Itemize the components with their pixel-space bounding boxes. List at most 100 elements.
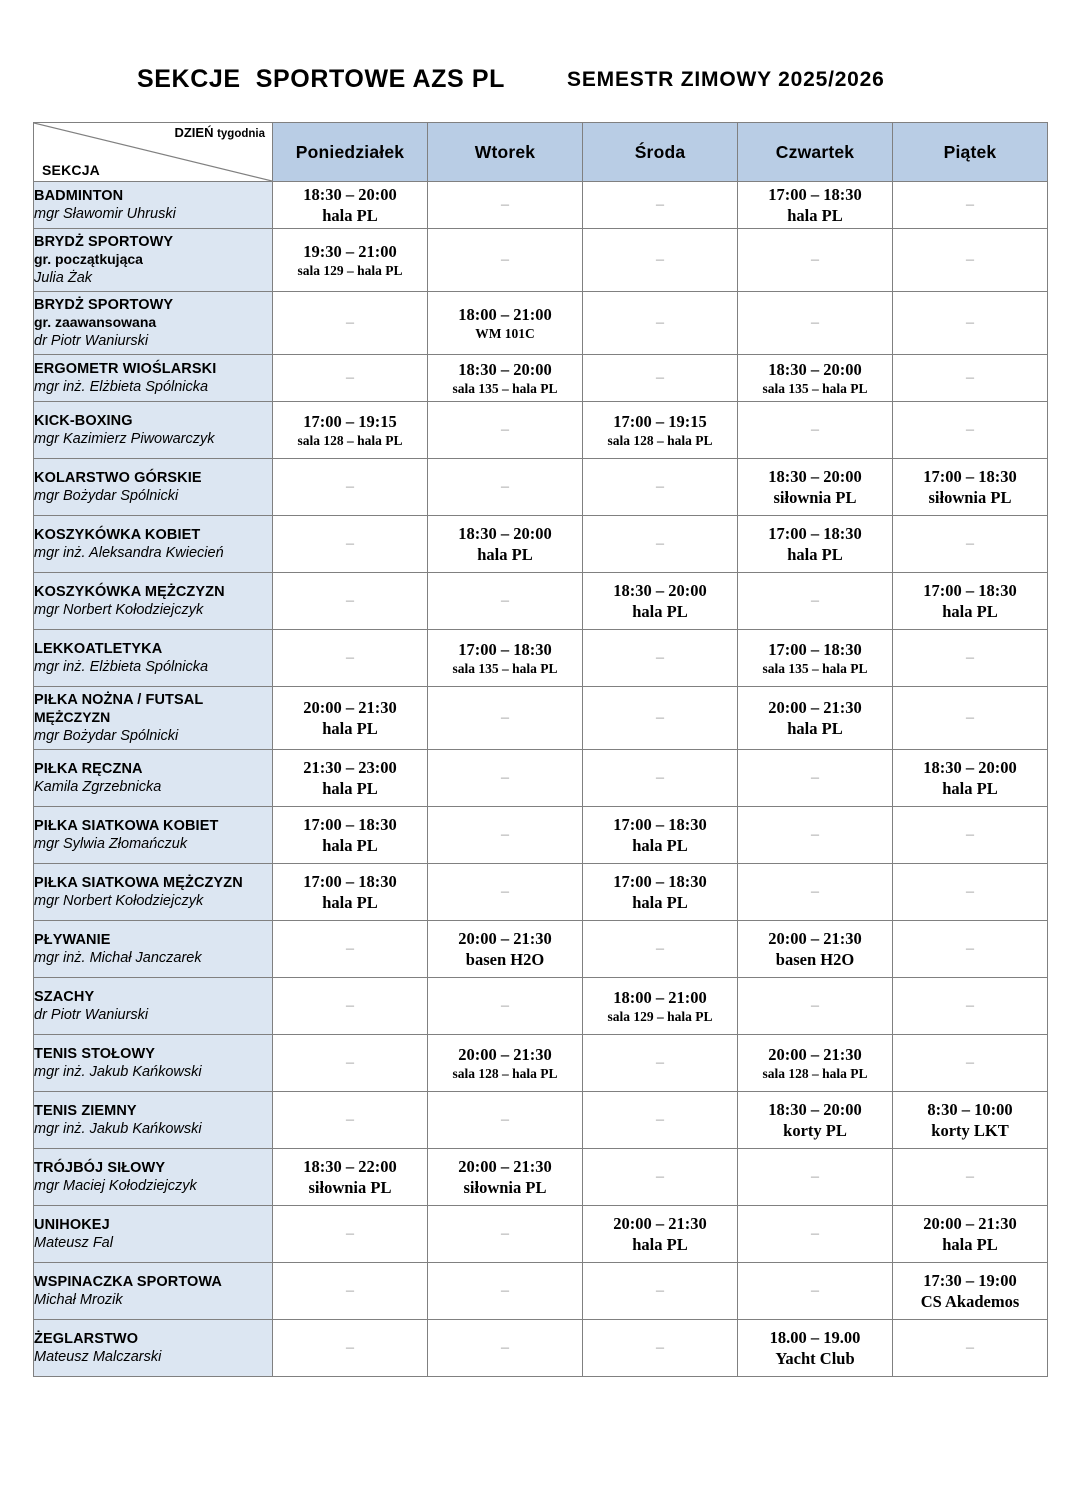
empty-slot-dash: – [656, 1053, 664, 1071]
slot-place: hala PL [787, 719, 843, 738]
slot-place: hala PL [477, 545, 533, 564]
empty-slot-dash: – [966, 195, 974, 213]
table-row: BRYDŻ SPORTOWY gr. zaawansowana dr Piotr W… [33, 291, 1048, 355]
slot-cell-thursday: 18:30 – 20:00 sala 135 – hala PL [737, 354, 893, 402]
empty-slot-dash: – [811, 1167, 819, 1185]
slot-cell-friday: – [892, 1148, 1048, 1206]
slot-cell-wednesday: – [582, 1319, 738, 1377]
slot-time: 17:00 – 18:30 [613, 871, 707, 891]
slot-cell-wednesday: – [582, 181, 738, 229]
slot-time: 18:30 – 20:00 [613, 580, 707, 600]
slot-cell-wednesday: 17:00 – 18:30 hala PL [582, 806, 738, 864]
slot-cell-tuesday: – [427, 401, 583, 459]
slot-time: 19:30 – 21:00 [303, 241, 397, 261]
empty-slot-dash: – [811, 591, 819, 609]
slot-cell-thursday: 17:00 – 18:30 hala PL [737, 515, 893, 573]
slot-cell-monday: – [272, 1205, 428, 1263]
empty-slot-dash: – [501, 1338, 509, 1356]
slot-place: sala 135 – hala PL [452, 380, 558, 396]
slot-cell-thursday: 20:00 – 21:30 basen H2O [737, 920, 893, 978]
slot-cell-friday: – [892, 181, 1048, 229]
slot-time: 20:00 – 21:30 [458, 928, 552, 948]
slot-place: sala 135 – hala PL [762, 380, 868, 396]
empty-slot-dash: – [501, 768, 509, 786]
section-coach: Mateusz Fal [34, 1235, 113, 1251]
slot-time: 17:00 – 18:30 [303, 814, 397, 834]
section-cell: LEKKOATLETYKA mgr inż. Elżbieta Spólnicka [33, 629, 273, 687]
slot-place: hala PL [322, 893, 378, 912]
slot-cell-wednesday: – [582, 629, 738, 687]
section-name: ŻEGLARSTWO [34, 1330, 139, 1347]
empty-slot-dash: – [346, 939, 354, 957]
slot-cell-tuesday: – [427, 1262, 583, 1320]
slot-time: 20:00 – 21:30 [768, 1044, 862, 1064]
section-name: WSPINACZKA SPORTOWA [34, 1273, 222, 1290]
empty-slot-dash: – [656, 768, 664, 786]
empty-slot-dash: – [656, 368, 664, 386]
slot-cell-friday: 18:30 – 20:00 hala PL [892, 749, 1048, 807]
section-coach: mgr inż. Jakub Kańkowski [34, 1064, 202, 1080]
slot-time: 18:30 – 20:00 [303, 184, 397, 204]
empty-slot-dash: – [501, 708, 509, 726]
empty-slot-dash: – [966, 1338, 974, 1356]
section-coach: mgr Kazimierz Piwowarczyk [34, 431, 215, 447]
table-row: KICK-BOXING mgr Kazimierz Piwowarczyk 17:0… [33, 401, 1048, 459]
slot-cell-tuesday: – [427, 686, 583, 750]
empty-slot-dash: – [501, 996, 509, 1014]
empty-slot-dash: – [501, 882, 509, 900]
section-cell: BRYDŻ SPORTOWY gr. zaawansowana dr Piotr W… [33, 291, 273, 355]
slot-time: 17:00 – 18:30 [923, 466, 1017, 486]
slot-cell-monday: – [272, 1262, 428, 1320]
slot-time: 18:30 – 20:00 [768, 466, 862, 486]
slot-time: 17:00 – 18:30 [923, 580, 1017, 600]
title-subtitle: SEMESTR ZIMOWY 2025/2026 [567, 67, 885, 91]
slot-cell-wednesday: – [582, 1262, 738, 1320]
title-main: SEKCJE SPORTOWE AZS PL [137, 64, 506, 93]
slot-cell-friday: 20:00 – 21:30 hala PL [892, 1205, 1048, 1263]
slot-cell-monday: 17:00 – 18:30 hala PL [272, 806, 428, 864]
slot-cell-monday: – [272, 458, 428, 516]
table-row: TENIS ZIEMNY mgr inż. Jakub Kańkowski – – – 1… [33, 1091, 1048, 1149]
slot-cell-tuesday: – [427, 1205, 583, 1263]
empty-slot-dash: – [966, 648, 974, 666]
section-coach: mgr Bożydar Spólnicki [34, 488, 179, 504]
section-coach: mgr Norbert Kołodziejczyk [34, 893, 204, 909]
slot-place: WM 101C [475, 325, 535, 341]
empty-slot-dash: – [346, 1110, 354, 1128]
section-name: BADMINTON [34, 187, 124, 204]
slot-cell-monday: 21:30 – 23:00 hala PL [272, 749, 428, 807]
slot-cell-wednesday: – [582, 686, 738, 750]
column-header-friday: Piątek [892, 122, 1048, 182]
slot-cell-tuesday: – [427, 572, 583, 630]
slot-cell-wednesday: – [582, 515, 738, 573]
empty-slot-dash: – [346, 534, 354, 552]
empty-slot-dash: – [656, 313, 664, 331]
schedule-table-wrapper: DZIEŃ tygodnia SEKCJA Poniedziałek Wtore… [33, 122, 1048, 1377]
table-row: WSPINACZKA SPORTOWA Michał Mrozik – – – – 17:3… [33, 1262, 1048, 1320]
section-coach: mgr inż. Michał Janczarek [34, 950, 202, 966]
slot-cell-wednesday: – [582, 291, 738, 355]
slot-cell-friday: – [892, 1319, 1048, 1377]
slot-place: sala 128 – hala PL [297, 432, 403, 448]
section-name: BRYDŻ SPORTOWY [34, 234, 174, 251]
section-cell: BADMINTON mgr Sławomir Uhruski [33, 181, 273, 229]
empty-slot-dash: – [346, 313, 354, 331]
empty-slot-dash: – [656, 1167, 664, 1185]
table-row: PIŁKA NOŻNA / FUTSAL MĘŻCZYZN mgr Bożydar … [33, 686, 1048, 750]
table-header: DZIEŃ tygodnia SEKCJA Poniedziałek Wtore… [33, 122, 1048, 182]
empty-slot-dash: – [811, 313, 819, 331]
slot-place: hala PL [942, 602, 998, 621]
slot-cell-tuesday: – [427, 228, 583, 292]
slot-time: 18:30 – 20:00 [458, 523, 552, 543]
slot-time: 20:00 – 21:30 [458, 1156, 552, 1176]
section-cell: UNIHOKEJ Mateusz Fal [33, 1205, 273, 1263]
empty-slot-dash: – [346, 368, 354, 386]
column-header-monday: Poniedziałek [272, 122, 428, 182]
empty-slot-dash: – [346, 477, 354, 495]
slot-cell-wednesday: 18:00 – 21:00 sala 129 – hala PL [582, 977, 738, 1035]
empty-slot-dash: – [656, 195, 664, 213]
slot-cell-tuesday: – [427, 181, 583, 229]
section-cell: PŁYWANIE mgr inż. Michał Janczarek [33, 920, 273, 978]
slot-cell-thursday: 18.00 – 19.00 Yacht Club [737, 1319, 893, 1377]
empty-slot-dash: – [811, 420, 819, 438]
